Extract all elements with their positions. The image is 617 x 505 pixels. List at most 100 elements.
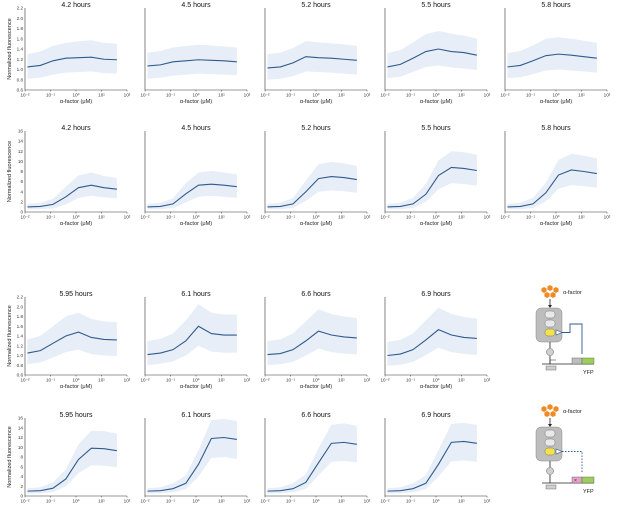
series-line — [147, 59, 237, 67]
y-tick-label: 1.6 — [17, 36, 24, 41]
x-tick-label: 10⁻² — [260, 499, 270, 504]
y-tick-label: 1.4 — [17, 334, 24, 339]
x-tick-label: 10¹ — [578, 215, 585, 220]
y-tick-label: 2.0 — [17, 16, 24, 21]
y-tick-label: 4 — [20, 474, 23, 479]
confidence-band — [267, 309, 357, 366]
transcription-factor-icon — [546, 348, 554, 356]
chart-title: 5.2 hours — [301, 125, 331, 132]
y-tick-label: 1.8 — [17, 26, 24, 31]
x-tick-label: 10⁰ — [73, 499, 80, 504]
series-line — [147, 325, 237, 356]
series-line — [27, 56, 117, 68]
x-axis-label: α-factor (μM) — [540, 99, 572, 105]
alpha-factor-molecules-2 — [541, 404, 559, 417]
chart-title: 4.2 hours — [61, 125, 91, 132]
x-tick-label: 10¹ — [98, 499, 105, 504]
confidence-band — [507, 153, 597, 210]
circuit-diagram-top: α-factor YFP — [535, 285, 595, 376]
x-tick-label: 10⁻¹ — [406, 378, 416, 383]
chart-title: 4.5 hours — [181, 125, 211, 132]
x-tick-label: 10⁻¹ — [46, 215, 56, 220]
x-tick-label: 10⁻¹ — [166, 215, 176, 220]
x-tick-label: 10⁰ — [73, 378, 80, 383]
svg-text:×: × — [574, 478, 577, 484]
series-line — [27, 447, 117, 492]
x-tick-label: 10² — [124, 378, 131, 383]
x-tick-label: 10⁻² — [20, 499, 30, 504]
x-tick-label: 10¹ — [338, 215, 345, 220]
chart-title: 6.6 hours — [301, 291, 331, 298]
y-tick-label: 10 — [18, 445, 24, 450]
y-axis-label: Normalized fluorescence — [7, 305, 13, 367]
diagram-bottom-label: α-factor — [563, 409, 582, 415]
x-tick-label: 10⁻² — [380, 499, 390, 504]
y-tick-label: 0.6 — [17, 88, 24, 93]
x-tick-label: 10¹ — [218, 378, 225, 383]
x-tick-label: 10¹ — [218, 499, 225, 504]
x-tick-label: 10⁻² — [20, 93, 30, 98]
y-tick-label: 6 — [20, 464, 23, 469]
chart-title: 5.95 hours — [59, 291, 93, 298]
x-tick-label: 10⁰ — [193, 378, 200, 383]
confidence-band — [387, 422, 477, 494]
x-tick-label: 10⁰ — [313, 93, 320, 98]
chart-title: 4.2 hours — [61, 2, 91, 9]
y-tick-label: 2 — [20, 484, 23, 489]
x-tick-label: 10⁻¹ — [46, 93, 56, 98]
y-tick-label: 2.2 — [17, 295, 24, 300]
x-tick-label: 10¹ — [458, 378, 465, 383]
x-tick-label: 10² — [244, 378, 251, 383]
x-tick-label: 10¹ — [338, 499, 345, 504]
chart-title: 5.8 hours — [541, 125, 571, 132]
x-tick-label: 10² — [364, 378, 371, 383]
series-line — [267, 176, 357, 208]
chart-title: 4.5 hours — [181, 2, 211, 9]
x-axis-label: α-factor (μM) — [420, 99, 452, 105]
chart-panel: 5.5 hours 10⁻² 10⁻¹ 10⁰ 10¹ 10² α-factor (μM) — [380, 125, 490, 227]
confidence-band — [507, 37, 597, 79]
y-tick-label: 1.0 — [17, 353, 24, 358]
chart-title: 5.5 hours — [421, 2, 451, 9]
confidence-band — [387, 151, 477, 210]
x-tick-label: 10¹ — [98, 93, 105, 98]
y-tick-label: 14 — [18, 139, 24, 144]
series-line — [267, 330, 357, 356]
x-axis-label: α-factor (μM) — [420, 221, 452, 227]
y-tick-label: 12 — [18, 435, 24, 440]
x-tick-label: 10⁻² — [140, 378, 150, 383]
confidence-band — [147, 44, 237, 79]
series-line — [147, 183, 237, 208]
x-tick-label: 10⁻¹ — [286, 93, 296, 98]
y-tick-label: 0.6 — [17, 373, 24, 378]
y-axis-label: Normalized fluorescence — [7, 18, 13, 80]
x-tick-label: 10⁻² — [20, 215, 30, 220]
yfp-label: YFP — [583, 370, 594, 376]
x-tick-label: 10⁻² — [260, 378, 270, 383]
x-axis-label: α-factor (μM) — [60, 99, 92, 105]
x-tick-label: 10¹ — [578, 93, 585, 98]
chart-title: 5.5 hours — [421, 125, 451, 132]
x-axis-label: α-factor (μM) — [300, 384, 332, 390]
chart-panel: 5.2 hours 10⁻² 10⁻¹ 10⁰ 10¹ 10² α-factor (μM) — [260, 2, 370, 105]
chart-panel: 4.5 hours 10⁻² 10⁻¹ 10⁰ 10¹ 10² α-factor (μM) — [140, 125, 250, 227]
series-line — [387, 48, 477, 68]
x-tick-label: 10² — [244, 93, 251, 98]
x-tick-label: 10⁻¹ — [166, 93, 176, 98]
y-tick-label: 6 — [20, 179, 23, 184]
confidence-band — [27, 40, 117, 79]
chart-panel: 5.8 hours 10⁻² 10⁻¹ 10⁰ 10¹ 10² α-factor (μM) — [500, 2, 610, 105]
x-tick-label: 10⁻² — [500, 93, 510, 98]
series-line — [147, 436, 237, 492]
x-tick-label: 10⁻¹ — [46, 378, 56, 383]
diagram-top-label: α-factor — [563, 290, 582, 296]
x-tick-label: 10⁻² — [380, 378, 390, 383]
x-tick-label: 10⁻¹ — [406, 499, 416, 504]
plots: 4.2 hours 10⁻² 10⁻¹ 10⁰ 10¹ 10² α-factor (μM) 0… — [7, 2, 611, 504]
x-tick-label: 10⁰ — [313, 378, 320, 383]
y-tick-label: 2.0 — [17, 304, 24, 309]
